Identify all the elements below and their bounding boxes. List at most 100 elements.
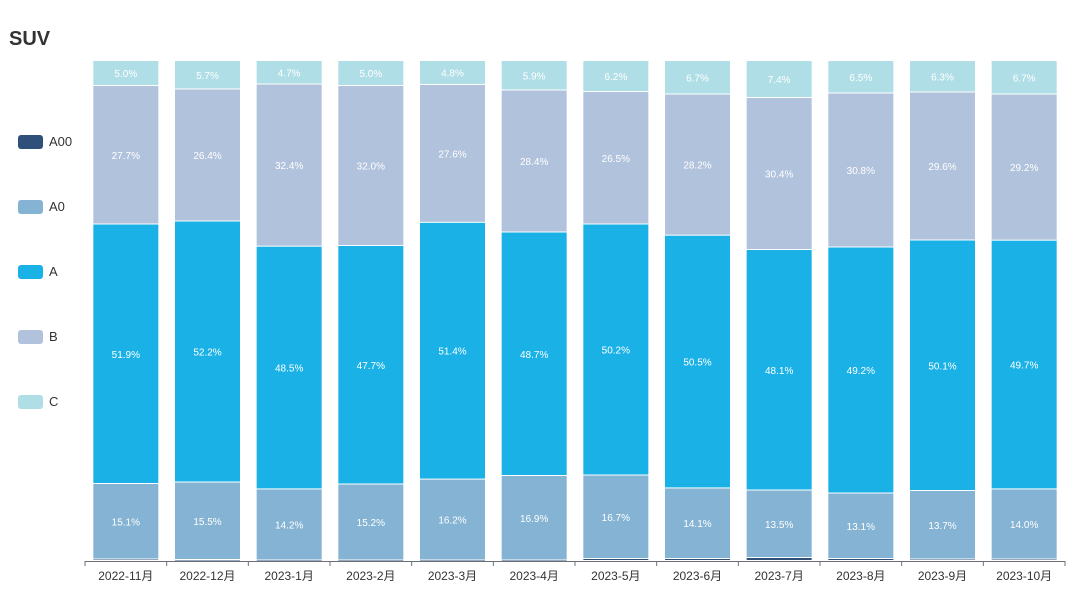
- bar-a0-4[interactable]: [420, 479, 485, 560]
- bar-b-1[interactable]: [175, 89, 240, 221]
- bar-a-8[interactable]: [746, 250, 812, 490]
- data-label: 15.1%: [112, 517, 140, 528]
- data-label: 27.7%: [112, 151, 140, 162]
- bar-a-10[interactable]: [910, 240, 975, 491]
- bar-c-3[interactable]: [338, 61, 404, 85]
- data-label: 50.5%: [683, 358, 711, 369]
- bar-a-9[interactable]: [828, 247, 894, 493]
- bar-c-1[interactable]: [175, 61, 240, 89]
- data-label: 7.4%: [768, 75, 791, 86]
- data-label: 6.2%: [604, 72, 627, 83]
- bar-a-5[interactable]: [501, 232, 567, 476]
- bar-c-4[interactable]: [420, 61, 485, 84]
- data-label: 4.7%: [278, 68, 301, 79]
- data-label: 48.5%: [275, 364, 303, 375]
- data-label: 13.5%: [765, 520, 793, 531]
- data-label: 16.9%: [520, 514, 548, 525]
- legend-item-a0[interactable]: A0: [18, 199, 65, 214]
- bar-a00-2[interactable]: [256, 560, 322, 561]
- legend-item-b[interactable]: B: [18, 329, 58, 344]
- bar-a00-1[interactable]: [175, 560, 240, 561]
- bar-a00-9[interactable]: [828, 559, 894, 560]
- bar-b-6[interactable]: [583, 92, 649, 224]
- data-label: 51.9%: [112, 350, 140, 361]
- data-label: 16.7%: [602, 513, 630, 524]
- bar-b-10[interactable]: [910, 92, 975, 240]
- legend-swatch: [18, 329, 43, 344]
- bar-a0-7[interactable]: [665, 488, 730, 558]
- bar-a0-11[interactable]: [991, 489, 1057, 559]
- bar-a-7[interactable]: [665, 235, 730, 488]
- bar-a-2[interactable]: [256, 246, 322, 489]
- bar-a0-10[interactable]: [910, 491, 975, 559]
- bar-a00-4[interactable]: [420, 560, 485, 562]
- legend-item-a[interactable]: A: [18, 264, 58, 279]
- data-label: 13.1%: [847, 522, 875, 533]
- bar-a-6[interactable]: [583, 224, 649, 475]
- data-label: 50.2%: [602, 346, 630, 357]
- bar-c-5[interactable]: [501, 61, 567, 90]
- bar-c-10[interactable]: [910, 61, 975, 92]
- legend-swatch: [18, 199, 43, 214]
- bar-a00-7[interactable]: [665, 558, 730, 560]
- legend-item-c[interactable]: C: [18, 394, 58, 409]
- bar-c-9[interactable]: [828, 61, 894, 93]
- bar-a0-9[interactable]: [828, 493, 894, 559]
- bar-c-6[interactable]: [583, 61, 649, 91]
- data-label: 29.6%: [928, 162, 956, 173]
- bar-a0-2[interactable]: [256, 489, 322, 560]
- bar-a-1[interactable]: [175, 221, 240, 482]
- bar-a00-0[interactable]: [93, 559, 159, 561]
- x-tick-label: 2023-2月: [346, 569, 395, 583]
- bar-b-11[interactable]: [991, 94, 1057, 240]
- legend-swatch: [18, 134, 43, 149]
- bar-b-0[interactable]: [93, 86, 159, 224]
- bar-c-11[interactable]: [991, 61, 1057, 94]
- bar-b-5[interactable]: [501, 90, 567, 232]
- legend-label: A00: [49, 134, 73, 149]
- bar-a-4[interactable]: [420, 222, 485, 479]
- bar-b-2[interactable]: [256, 84, 322, 246]
- bar-a0-0[interactable]: [93, 484, 159, 559]
- bar-a-3[interactable]: [338, 246, 404, 484]
- x-tick-label: 2022-12月: [179, 569, 235, 583]
- bar-a0-3[interactable]: [338, 484, 404, 560]
- bar-b-4[interactable]: [420, 84, 485, 222]
- bar-a0-5[interactable]: [501, 476, 567, 560]
- legend-label: B: [49, 329, 58, 344]
- bar-b-7[interactable]: [665, 94, 730, 235]
- bar-a0-8[interactable]: [746, 490, 812, 558]
- data-label: 27.6%: [438, 149, 466, 160]
- data-label: 50.1%: [928, 361, 956, 372]
- data-label: 48.7%: [520, 350, 548, 361]
- bar-b-8[interactable]: [746, 98, 812, 249]
- bar-a00-10[interactable]: [910, 559, 975, 561]
- bar-c-0[interactable]: [93, 61, 159, 85]
- data-label: 6.7%: [686, 73, 709, 84]
- data-label: 5.7%: [196, 71, 219, 82]
- bar-b-3[interactable]: [338, 86, 404, 245]
- bar-a-11[interactable]: [991, 240, 1057, 489]
- bar-a00-6[interactable]: [583, 559, 649, 560]
- legend-swatch: [18, 264, 43, 279]
- bar-a00-3[interactable]: [338, 560, 404, 562]
- bar-a0-6[interactable]: [583, 475, 649, 559]
- bar-a0-1[interactable]: [175, 482, 240, 560]
- bar-a00-8[interactable]: [746, 558, 812, 560]
- data-label: 14.1%: [683, 519, 711, 530]
- data-label: 29.2%: [1010, 163, 1038, 174]
- bar-a00-5[interactable]: [501, 560, 567, 562]
- legend-item-a00[interactable]: A00: [18, 134, 72, 149]
- bar-c-2[interactable]: [256, 61, 322, 84]
- data-label: 15.5%: [193, 517, 221, 528]
- data-label: 28.4%: [520, 157, 548, 168]
- data-label: 26.5%: [602, 154, 630, 165]
- legend-label: A: [49, 264, 58, 279]
- bar-a-0[interactable]: [93, 224, 159, 484]
- chart-title: SUV: [9, 28, 51, 50]
- bar-b-9[interactable]: [828, 93, 894, 247]
- bar-a00-11[interactable]: [991, 559, 1057, 560]
- bar-c-7[interactable]: [665, 61, 730, 94]
- bar-c-8[interactable]: [746, 61, 812, 97]
